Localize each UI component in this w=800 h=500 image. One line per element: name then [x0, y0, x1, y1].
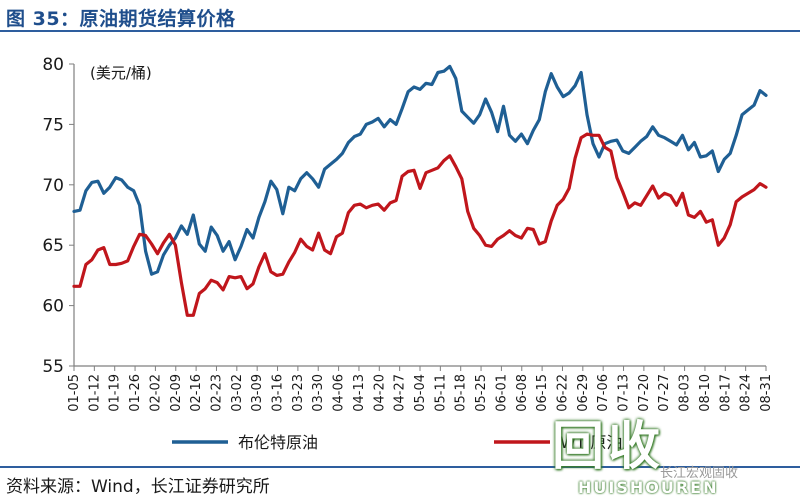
y-tick-label: 55	[42, 357, 64, 377]
x-tick-label: 07-06	[596, 374, 611, 412]
x-tick-label: 02-16	[189, 374, 204, 412]
series-line-1	[72, 64, 768, 276]
x-tick-label: 03-23	[291, 374, 306, 412]
series-line-2	[72, 132, 768, 317]
watermark-small-text: 长江宏观固收	[660, 466, 739, 481]
x-tick-label: 03-02	[230, 374, 245, 412]
x-tick-label: 08-24	[739, 374, 754, 412]
x-tick-label: 05-04	[413, 374, 428, 412]
y-tick-label: 60	[42, 297, 64, 317]
x-tick-label: 07-27	[657, 374, 672, 412]
y-tick-label: 65	[42, 236, 64, 256]
y-tick-label: 75	[42, 115, 64, 135]
x-tick-label: 06-08	[515, 374, 530, 412]
x-tick-label: 05-11	[433, 374, 448, 412]
x-tick-label: 01-26	[128, 374, 143, 412]
x-tick-label: 04-27	[393, 374, 408, 412]
x-tick-label: 04-13	[352, 374, 367, 412]
x-tick-label: 03-30	[311, 374, 326, 412]
y-tick-label: 70	[42, 176, 64, 196]
series-layer	[72, 64, 768, 317]
legend-label-2: WTI原油	[560, 433, 622, 452]
x-tick-label: 06-01	[494, 374, 509, 412]
legend: 布伦特原油 WTI原油	[172, 433, 622, 452]
y-tick-label: 80	[42, 55, 64, 75]
x-tick-label: 05-25	[474, 374, 489, 412]
x-tick-label: 04-06	[332, 374, 347, 412]
x-tick-label: 05-18	[454, 374, 469, 412]
x-tick-label: 04-20	[372, 374, 387, 412]
watermark-big-text: 回收	[552, 417, 665, 477]
y-unit-label: (美元/桶)	[90, 64, 152, 82]
x-tick-label: 01-05	[67, 374, 82, 412]
x-tick-label: 08-10	[698, 374, 713, 412]
x-tick-label: 08-31	[759, 374, 774, 412]
x-tick-label: 06-29	[576, 374, 591, 412]
source-divider	[0, 466, 800, 468]
title-divider	[0, 30, 800, 32]
x-tick-label: 08-17	[718, 374, 733, 412]
line-chart: 55 60 65 70 75 80 01-05 01-12 01-19 01-26 02-02 02-…	[42, 55, 774, 452]
x-tick-label: 01-12	[87, 374, 102, 412]
source-note: 资料来源：Wind，长江证券研究所	[6, 477, 270, 497]
x-tick-label: 03-16	[271, 374, 286, 412]
watermark-brand-text: HUISHOUREN	[578, 478, 719, 497]
figure-title: 图 35：原油期货结算价格	[6, 8, 236, 30]
x-tick-label: 06-22	[555, 374, 570, 412]
x-tick-label: 03-09	[250, 374, 265, 412]
x-tick-label: 02-23	[209, 374, 224, 412]
x-tick-label: 02-02	[148, 374, 163, 412]
x-tick-label: 01-19	[108, 374, 123, 412]
legend-label-1: 布伦特原油	[238, 433, 318, 452]
x-tick-label: 08-03	[678, 374, 693, 412]
x-tick-label: 07-13	[617, 374, 632, 412]
x-tick-label: 02-09	[169, 374, 184, 412]
chart-axes: 55 60 65 70 75 80 01-05 01-12 01-19 01-26 02-02 02-…	[42, 55, 774, 412]
x-tick-label: 06-15	[535, 374, 550, 412]
x-tick-label: 07-20	[637, 374, 652, 412]
